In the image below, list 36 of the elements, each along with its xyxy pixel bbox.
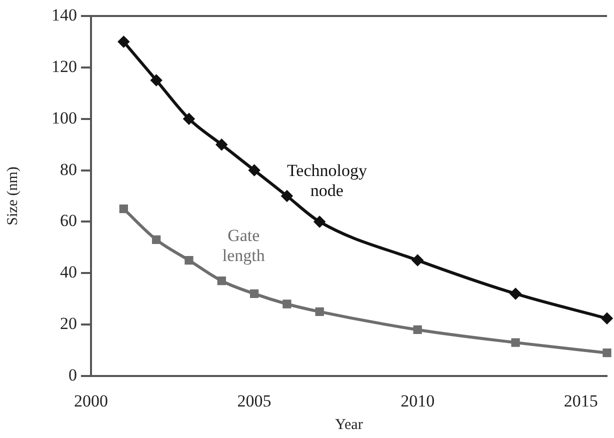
x-tick-label: 2015 bbox=[564, 392, 598, 411]
y-tick-label: 60 bbox=[60, 211, 77, 230]
x-tick-label: 2005 bbox=[237, 392, 272, 411]
y-tick-label: 120 bbox=[52, 56, 77, 76]
y-tick-label: 0 bbox=[68, 365, 77, 384]
point bbox=[118, 36, 130, 48]
point bbox=[152, 235, 161, 244]
point bbox=[150, 74, 162, 86]
y-axis-title: Size (nm) bbox=[4, 166, 21, 226]
y-tick-label: 40 bbox=[60, 262, 77, 282]
point bbox=[602, 348, 612, 358]
series-label: Technology node bbox=[286, 161, 368, 200]
point bbox=[216, 139, 228, 150]
y-tick-label: 140 bbox=[52, 5, 77, 24]
series-label: Gate length bbox=[222, 226, 266, 265]
point bbox=[314, 216, 326, 228]
point bbox=[281, 190, 292, 202]
point bbox=[183, 113, 194, 124]
point bbox=[510, 288, 522, 300]
point bbox=[250, 289, 259, 298]
point bbox=[119, 204, 128, 214]
y-tick-label: 80 bbox=[60, 160, 77, 179]
point bbox=[184, 256, 194, 265]
x-tick-label: 2010 bbox=[400, 392, 435, 411]
x-axis-title: Year bbox=[335, 416, 363, 433]
point bbox=[282, 300, 292, 308]
y-tick-label: 100 bbox=[52, 108, 77, 128]
point bbox=[248, 164, 260, 176]
point bbox=[217, 276, 226, 286]
point bbox=[602, 312, 612, 324]
x-tick-label: 2000 bbox=[74, 392, 108, 411]
point bbox=[511, 338, 520, 347]
point bbox=[315, 307, 324, 316]
point bbox=[413, 325, 422, 334]
y-tick-label: 20 bbox=[60, 314, 77, 334]
point bbox=[412, 254, 424, 266]
